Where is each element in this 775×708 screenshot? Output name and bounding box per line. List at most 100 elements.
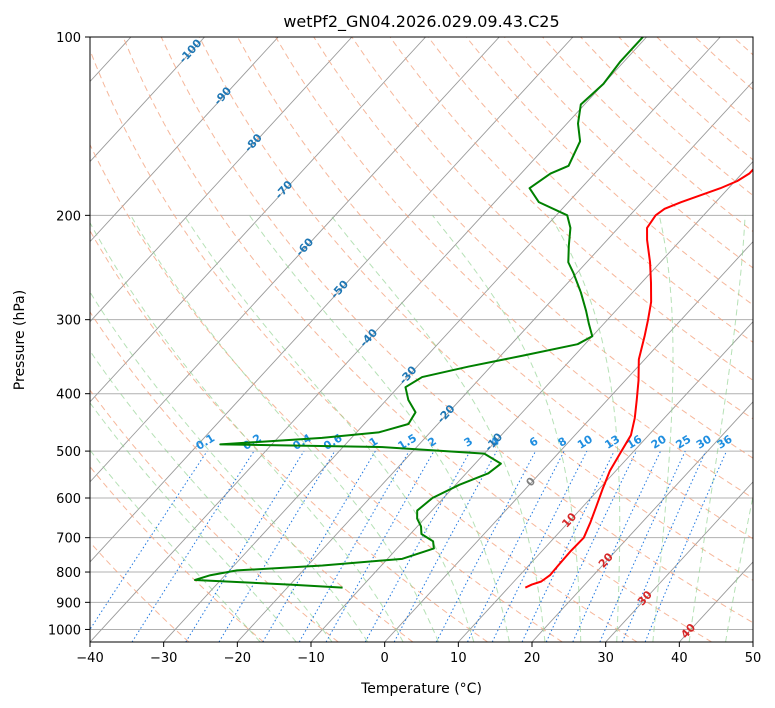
mixing-ratio-label: 30 — [694, 432, 714, 451]
dry-adiabat-line — [90, 389, 339, 642]
mixing-ratio-line — [185, 450, 305, 642]
mixing-ratio-label: 8 — [556, 435, 569, 450]
dry-adiabat-line — [694, 37, 753, 91]
dry-adiabat-line — [389, 37, 753, 381]
dry-adiabat-line — [656, 37, 753, 126]
x-axis: −40 −30 −20 −10 0 10 20 30 40 50 — [76, 642, 761, 666]
mixing-ratio-label: 0.1 — [194, 431, 217, 452]
mixing-ratio-line — [131, 450, 255, 642]
isotherm-label: -90 — [211, 84, 234, 108]
dry-adiabat-line — [275, 37, 753, 499]
x-tick-label: 40 — [671, 651, 688, 666]
moist-adiabat-line — [130, 215, 439, 642]
mixing-ratio-line — [393, 450, 498, 642]
isotherm-line — [90, 37, 426, 403]
moist-adiabat-line — [90, 449, 261, 642]
isotherm-line — [90, 37, 500, 483]
mixing-ratio-label: 0.6 — [321, 431, 345, 453]
isotherm-line — [236, 80, 753, 642]
dry-adiabat-line — [542, 37, 753, 233]
mixing-ratio-label: 10 — [575, 432, 595, 451]
mixing-ratio-line — [467, 450, 565, 642]
moist-adiabat-line — [725, 493, 753, 642]
dry-adiabat-line — [160, 37, 753, 624]
y-tick-label: 800 — [56, 566, 81, 581]
mixing-ratio-line — [521, 450, 615, 642]
isotherm-line — [163, 37, 721, 642]
temperature-line — [524, 168, 753, 589]
mixing-ratio-line — [572, 450, 662, 642]
mixing-ratio-line — [90, 450, 208, 631]
moist-adiabat-line — [549, 215, 621, 642]
dry-adiabat-line — [90, 48, 638, 642]
mixing-ratio-labels: 0.1 0.2 0.4 0.6 1 1.5 2 3 4 6 8 10 13 16 20 25 30 36 — [194, 431, 735, 453]
mixing-ratio-label: 6 — [527, 434, 541, 449]
mixing-ratio-label: 13 — [602, 433, 622, 452]
dry-adiabat-line — [90, 229, 488, 642]
moist-adiabat-line — [432, 215, 582, 642]
dry-adiabat-line — [504, 37, 753, 269]
moist-adiabat-line — [90, 291, 369, 642]
moist-adiabat-line — [688, 215, 746, 642]
mixing-ratio-line — [364, 450, 471, 642]
y-tick-label: 100 — [56, 31, 81, 46]
dry-adiabat-line — [427, 37, 753, 343]
mixing-ratio-label: 20 — [649, 432, 669, 451]
moist-adiabat-line — [330, 215, 546, 642]
dry-adiabat-line — [90, 541, 190, 642]
x-tick-label: 20 — [524, 651, 541, 666]
dry-adiabat-line — [313, 37, 753, 459]
isotherm-label: -60 — [293, 235, 316, 259]
isotherm-line — [384, 240, 753, 642]
isotherm-line — [752, 641, 753, 642]
mixing-ratio-line — [545, 450, 637, 642]
mixing-ratio-label: 3 — [462, 435, 475, 450]
x-tick-label: 10 — [450, 651, 467, 666]
mixing-ratio-label: 2 — [425, 435, 438, 450]
isotherm-line — [90, 37, 574, 563]
dewpoint-line — [193, 37, 644, 589]
moist-adiabat-line — [90, 221, 404, 642]
y-axis: 100 200 300 400 500 600 700 800 900 1000 — [48, 31, 90, 638]
x-tick-label: 0 — [381, 651, 389, 666]
y-tick-label: 500 — [56, 445, 81, 460]
y-tick-label: 600 — [56, 492, 81, 507]
y-tick-label: 200 — [56, 209, 81, 224]
x-tick-label: −40 — [76, 651, 103, 666]
isotherm-line — [531, 401, 753, 642]
mixing-ratio-line — [599, 450, 686, 642]
mixing-ratio-line — [491, 450, 588, 642]
background-lines — [90, 37, 753, 642]
y-tick-label: 1000 — [48, 623, 81, 638]
y-tick-label: 900 — [56, 596, 81, 611]
mixing-ratio-line — [644, 450, 727, 642]
isotherm-line — [90, 37, 205, 163]
x-tick-label: −20 — [224, 651, 251, 666]
dry-adiabat-line — [198, 37, 753, 581]
isotherm-line — [90, 37, 279, 243]
plot-frame — [89, 36, 754, 643]
dry-adiabat-line — [122, 37, 713, 642]
moist-adiabat-line — [652, 215, 674, 642]
mixing-ratio-line — [325, 450, 435, 642]
sounding-series — [193, 37, 753, 589]
y-tick-label: 400 — [56, 388, 81, 403]
x-tick-label: −30 — [150, 651, 177, 666]
dry-adiabat-line — [90, 465, 264, 642]
isotherm-line — [90, 37, 353, 323]
x-tick-label: 50 — [745, 651, 762, 666]
y-tick-label: 300 — [56, 314, 81, 329]
mixing-ratio-label: 25 — [674, 433, 694, 452]
x-tick-label: 30 — [597, 651, 614, 666]
dry-adiabat-line — [351, 37, 753, 420]
dry-adiabat-line — [237, 37, 753, 540]
y-tick-label: 700 — [56, 532, 81, 547]
x-tick-label: −10 — [297, 651, 324, 666]
isotherm-line — [90, 37, 647, 642]
moist-adiabat-line — [249, 215, 510, 642]
dry-adiabat-line — [580, 37, 753, 197]
x-axis-label: Temperature (°C) — [360, 681, 482, 697]
mixing-ratio-line — [218, 450, 336, 642]
